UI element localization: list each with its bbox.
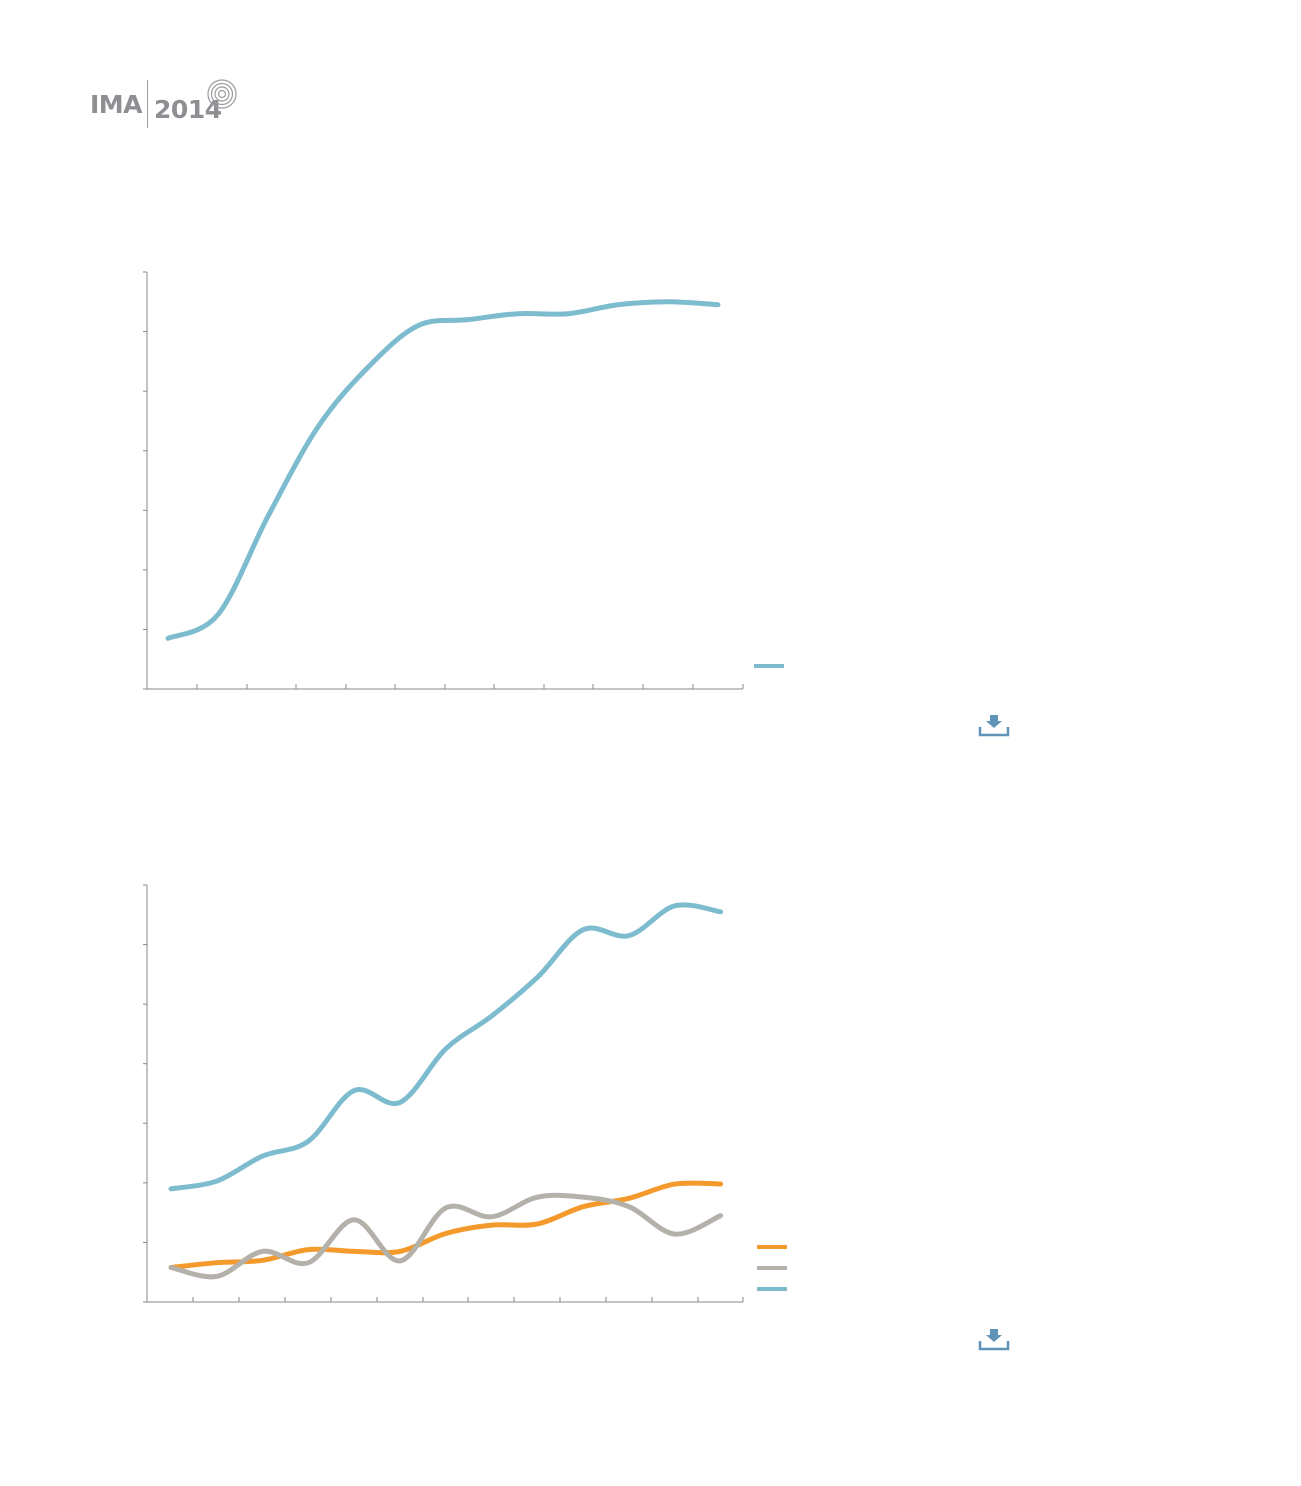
logo-divider — [147, 80, 149, 128]
download-chart-1-button[interactable] — [977, 712, 1011, 740]
ima-2014-logo: IMA 2014 — [90, 78, 237, 130]
download-icon — [978, 1329, 1010, 1351]
download-chart-2-button[interactable] — [977, 1326, 1011, 1354]
line-chart-2 — [143, 884, 787, 1303]
series-line-1 — [168, 1180, 724, 1270]
series-line-3 — [168, 902, 724, 1192]
concentric-rings-icon — [207, 79, 237, 109]
logo-ima-text: IMA — [90, 89, 143, 119]
line-chart-1 — [143, 271, 784, 690]
download-icon — [978, 715, 1010, 737]
series-line-2 — [168, 1192, 724, 1280]
logo-year-text: 2014 — [154, 94, 222, 124]
series-line-1 — [165, 299, 721, 641]
